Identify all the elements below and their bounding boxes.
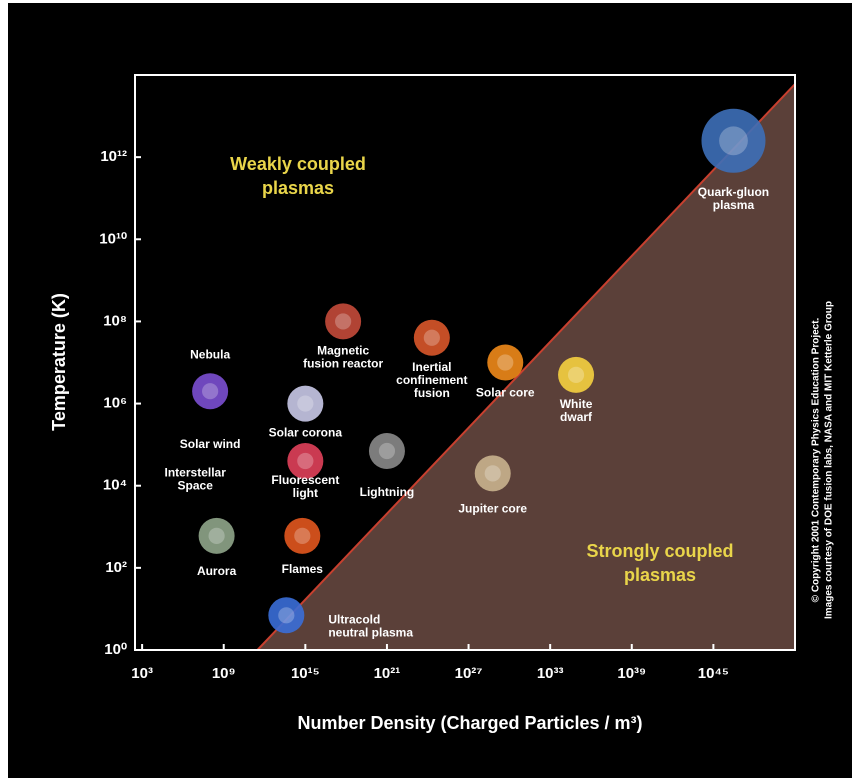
plasma-icon-glow	[297, 452, 314, 470]
x-tick-label: 10³³	[537, 665, 564, 682]
region-label: Weakly coupled	[230, 154, 366, 174]
plasma-label: Space	[178, 479, 214, 493]
plasma-icon	[487, 344, 524, 381]
plasma-icon-glow	[297, 395, 314, 412]
plasma-label: Aurora	[197, 564, 237, 578]
plasma-label: Magnetic	[317, 344, 369, 358]
x-tick-label: 10³	[131, 665, 153, 682]
plasma-icon-glow	[202, 383, 219, 400]
plasma-icon	[198, 517, 235, 554]
plasma-icon-glow	[208, 527, 225, 544]
plasma-item: Lightning	[360, 433, 415, 499]
plasma-item: Flames	[282, 517, 324, 576]
plasma-label: Solar wind	[180, 437, 241, 451]
plasma-label: confinement	[396, 373, 467, 387]
plasma-item: Jupiter core	[458, 455, 527, 516]
plasma-icon	[192, 373, 229, 410]
plasma-label: plasma	[713, 198, 755, 212]
plasma-label: dwarf	[560, 410, 593, 424]
x-axis-label: Number Density (Charged Particles / m³)	[297, 713, 642, 733]
plasma-label: Flames	[282, 562, 324, 576]
plasma-icon	[413, 319, 450, 356]
plasma-icon-glow	[294, 527, 311, 544]
y-tick-label: 10¹⁰	[99, 230, 127, 247]
x-tick-label: 10³⁹	[617, 665, 646, 682]
plasma-label: Quark-gluon	[698, 185, 769, 199]
region-label: plasmas	[262, 178, 334, 198]
plasma-label: Lightning	[360, 485, 415, 499]
region-label: Strongly coupled	[586, 541, 733, 561]
x-tick-label: 10⁹	[212, 665, 236, 682]
plasma-label: Solar core	[476, 386, 535, 400]
plasma-label: Solar corona	[269, 426, 343, 440]
plasma-icon-glow	[423, 329, 440, 346]
plasma-label: White	[560, 397, 593, 411]
plasma-label: fusion	[414, 386, 450, 400]
plasma-icon-glow	[378, 442, 396, 460]
plasma-label: light	[293, 486, 318, 500]
plasma-icon-glow	[278, 607, 295, 624]
coupling-line	[256, 83, 796, 651]
plasma-icon	[284, 517, 321, 554]
plasma-icon	[474, 455, 511, 492]
credit: © Copyright 2001 Contemporary Physics Ed…	[811, 317, 822, 602]
y-tick-label: 10⁸	[103, 312, 127, 329]
plasma-label: Jupiter core	[458, 502, 527, 516]
y-tick-label: 10¹²	[100, 148, 127, 165]
x-tick-label: 10⁴⁵	[698, 665, 729, 682]
y-tick-label: 10⁶	[103, 395, 127, 412]
x-tick-label: 10¹⁵	[291, 665, 320, 682]
plasma-icon	[268, 597, 305, 634]
plasma-item: Aurora	[197, 517, 237, 578]
y-axis-label: Temperature (K)	[49, 293, 69, 431]
plasma-icon	[287, 385, 324, 422]
plasma-label: neutral plasma	[328, 625, 413, 639]
y-tick-label: 10⁰	[104, 641, 127, 658]
plot-frame	[134, 74, 796, 651]
plasma-icon-glow	[335, 313, 352, 330]
plasma-label: Ultracold	[328, 612, 380, 626]
y-tick-label: 10²	[105, 559, 127, 576]
plasma-label: Nebula	[190, 347, 230, 361]
plasma-icon-glow	[719, 126, 748, 156]
plasma-label: Inertial	[412, 360, 451, 374]
plasma-item: Solar corona	[269, 385, 343, 440]
plasma-label: Fluorescent	[271, 473, 339, 487]
x-tick-label: 10²⁷	[455, 665, 483, 682]
plasma-icon	[368, 433, 405, 470]
x-tick-label: 10²¹	[374, 665, 401, 682]
plasma-icon-glow	[484, 465, 501, 482]
y-tick-label: 10⁴	[103, 477, 127, 494]
credit: Images courtesy of DOE fusion labs, NASA…	[824, 301, 835, 619]
region-label: plasmas	[624, 565, 696, 585]
plasma-icon-glow	[497, 354, 514, 371]
plasma-icon	[701, 108, 766, 173]
plasma-icon	[287, 442, 324, 479]
plasma-icon	[558, 356, 595, 393]
plasma-item: Solar wind	[180, 437, 241, 451]
plasma-label: Interstellar	[165, 466, 227, 480]
plasma-item: Solar core	[476, 344, 535, 400]
plasma-icon-glow	[567, 366, 585, 383]
plasma-item: Nebula	[190, 347, 230, 410]
plasma-label: fusion reactor	[303, 357, 383, 371]
plasma-icon	[325, 303, 362, 340]
